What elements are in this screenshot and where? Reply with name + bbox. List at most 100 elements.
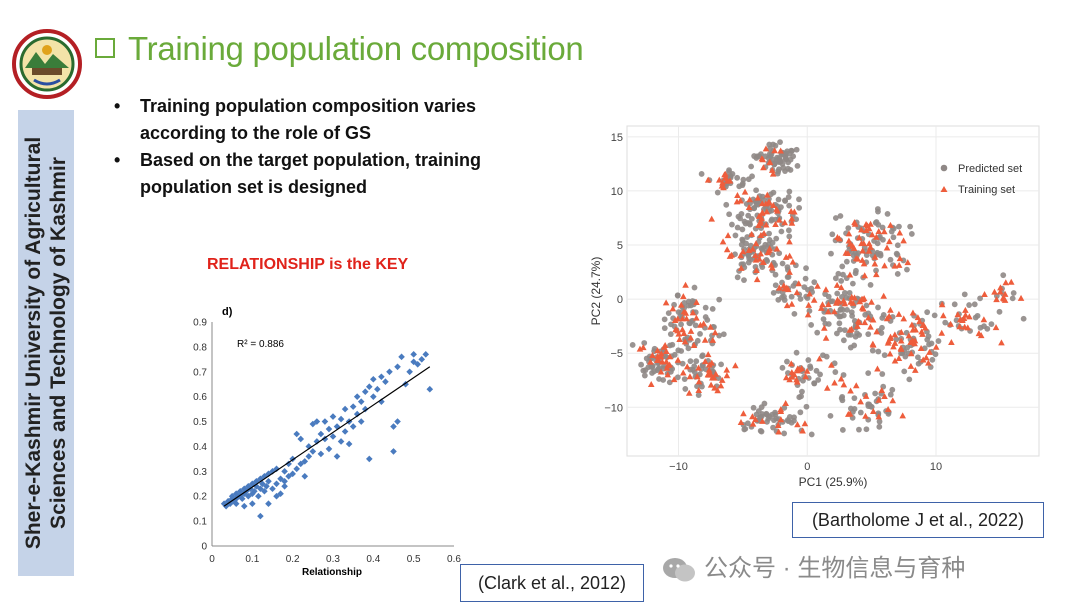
training-point: [772, 221, 779, 228]
training-point: [726, 252, 734, 259]
predicted-point: [770, 424, 776, 431]
training-point: [711, 329, 719, 336]
training-point: [997, 284, 1004, 291]
training-point: [881, 393, 888, 400]
training-point: [905, 332, 913, 339]
data-point: [333, 423, 341, 430]
predicted-point: [781, 404, 788, 411]
training-point: [854, 317, 862, 324]
predicted-point: [813, 367, 820, 374]
training-point: [820, 324, 828, 331]
predicted-point: [740, 176, 747, 183]
predicted-point: [671, 301, 677, 308]
training-point: [873, 328, 880, 335]
predicted-point: [796, 196, 802, 203]
predicted-point: [802, 275, 809, 282]
predicted-point: [873, 267, 879, 274]
predicted-point: [716, 296, 723, 303]
training-point: [765, 247, 773, 254]
data-point: [257, 485, 264, 493]
x-axis-label: PC1 (25.9%): [799, 475, 868, 489]
training-point: [997, 288, 1004, 295]
training-point: [845, 410, 852, 417]
predicted-point: [845, 331, 852, 338]
training-point: [690, 341, 698, 348]
y-tick-label: 0.9: [193, 318, 207, 329]
data-point: [366, 455, 373, 463]
y-axis-label: PC2 (24.7%): [589, 257, 603, 326]
training-point: [814, 282, 821, 289]
training-point: [857, 398, 864, 405]
training-point: [681, 338, 689, 345]
training-point: [956, 316, 964, 323]
institution-sidebar: Sher-e-Kashmir University of Agricultura…: [18, 110, 74, 576]
data-point: [361, 405, 369, 413]
training-point: [846, 326, 854, 333]
training-point: [918, 328, 925, 335]
data-point: [269, 485, 276, 493]
data-point: [301, 473, 309, 480]
predicted-point: [856, 426, 862, 433]
predicted-point: [778, 228, 785, 235]
data-point: [422, 351, 430, 358]
predicted-point: [726, 211, 733, 218]
training-point: [663, 364, 671, 371]
predicted-point: [785, 194, 792, 200]
training-point: [757, 218, 765, 225]
training-point: [833, 281, 841, 288]
predicted-point: [879, 315, 886, 321]
predicted-point: [837, 213, 844, 219]
training-point: [757, 250, 764, 257]
predicted-point: [784, 264, 791, 271]
predicted-point: [772, 142, 779, 149]
training-point: [724, 232, 732, 239]
data-point: [249, 500, 256, 507]
training-point: [848, 293, 856, 300]
x-tick-label: 0.5: [407, 554, 421, 565]
predicted-point: [798, 393, 804, 400]
predicted-point: [862, 311, 869, 318]
predicted-point: [837, 326, 843, 333]
training-point: [759, 417, 766, 424]
predicted-point: [732, 232, 739, 239]
predicted-point: [661, 316, 668, 323]
predicted-point: [887, 391, 894, 398]
predicted-point: [775, 168, 782, 175]
predicted-point: [641, 340, 648, 346]
training-point: [654, 347, 661, 354]
predicted-point: [753, 187, 760, 194]
predicted-point: [851, 342, 858, 349]
citation-bartholome: (Bartholome J et al., 2022): [792, 502, 1044, 538]
training-point: [868, 231, 876, 238]
predicted-point: [896, 223, 902, 230]
predicted-point: [791, 414, 797, 421]
predicted-point: [852, 270, 859, 277]
predicted-point: [687, 358, 694, 365]
training-point: [695, 378, 703, 385]
training-point: [831, 308, 838, 315]
training-point: [837, 375, 845, 382]
training-point: [714, 387, 721, 394]
predicted-point: [782, 197, 788, 204]
x-tick-label: 0.3: [326, 554, 340, 565]
predicted-point: [665, 310, 672, 317]
data-point: [273, 480, 280, 488]
training-point: [825, 301, 832, 308]
training-point: [764, 191, 771, 198]
training-point: [775, 216, 783, 223]
training-point: [911, 337, 919, 344]
predicted-point: [1009, 295, 1016, 302]
predicted-point: [779, 160, 786, 167]
data-point: [251, 487, 258, 495]
predicted-point: [757, 414, 764, 421]
predicted-point: [772, 271, 779, 278]
training-point: [920, 321, 927, 328]
training-point: [775, 428, 782, 435]
predicted-point: [843, 258, 850, 265]
y-tick-label: 10: [611, 186, 623, 198]
predicted-point: [863, 426, 870, 433]
predicted-point: [904, 344, 911, 351]
predicted-point: [874, 249, 881, 256]
predicted-point: [660, 377, 667, 383]
predicted-point: [875, 208, 881, 215]
